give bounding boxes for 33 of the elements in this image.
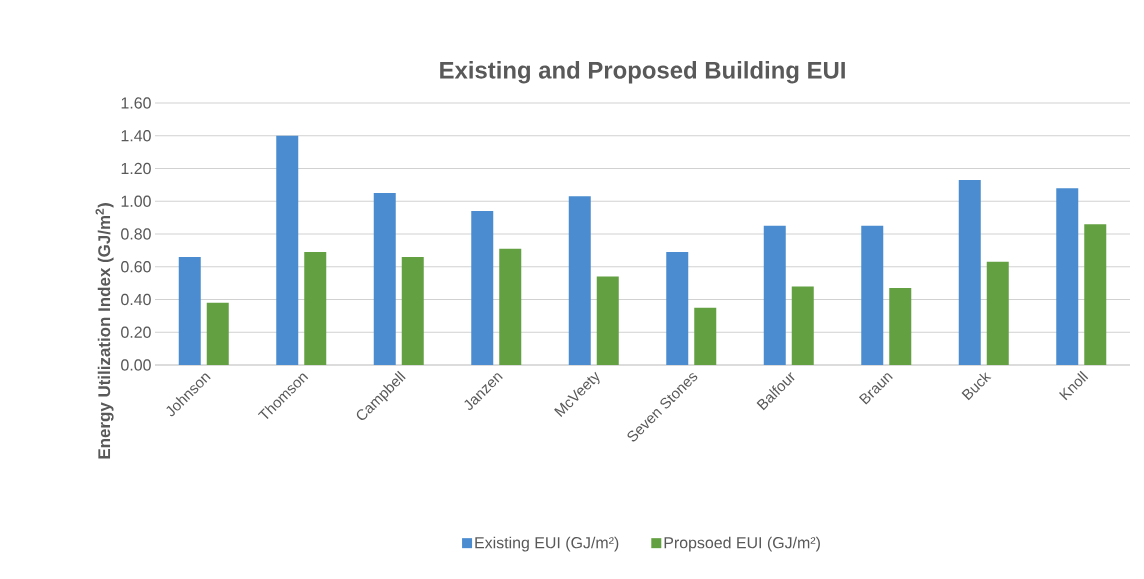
bar [861,225,884,365]
y-tick-label: 1.00 [121,195,151,207]
y-tick-label: 1.20 [121,162,151,175]
legend-label: Propsoed EUI (GJ/m²) [664,536,820,552]
y-tick-label: 0.00 [121,359,151,371]
bar [986,261,1009,365]
y-tick-label: 1.60 [121,97,151,109]
bar [304,252,327,365]
bar [499,248,522,365]
bar [666,252,689,365]
y-tick-label: 1.40 [121,130,151,142]
chart-title: Existing and Proposed Building EUI [440,61,845,84]
bar [889,288,912,365]
bar [568,196,591,365]
y-tick-label: 0.20 [121,326,151,338]
bar [694,307,717,365]
y-axis-title: Energy Utilization Index (GJ/m$^{2}$) [95,203,114,459]
bar [763,225,786,365]
bar [206,302,229,365]
bar [276,135,299,365]
bar [791,286,814,365]
y-tick-label: 0.40 [121,293,151,306]
bar [471,211,494,365]
bar [373,193,396,365]
y-tick-label: 0.80 [121,228,151,240]
bar [401,256,424,365]
legend-label: Existing EUI (GJ/m²) [475,536,619,552]
bar [178,256,201,365]
bar [958,179,981,365]
bar [1056,188,1079,365]
bar [1084,224,1107,365]
bar [596,276,619,365]
y-tick-label: 0.60 [121,261,151,273]
